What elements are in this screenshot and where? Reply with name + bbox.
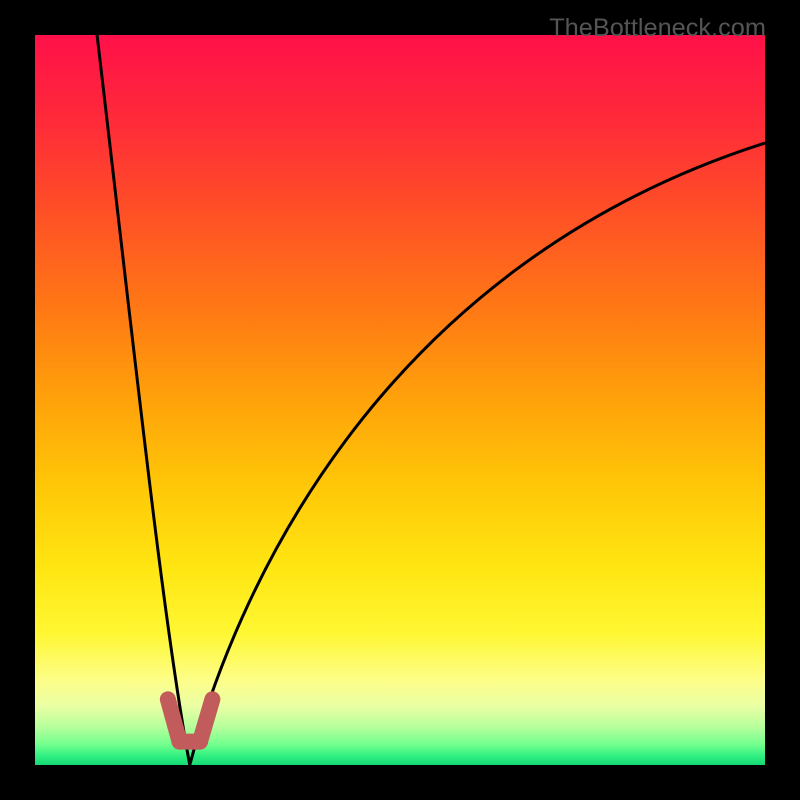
chart-canvas: TheBottleneck.com	[0, 0, 800, 800]
chart-svg	[0, 0, 800, 800]
gradient-plot-area	[35, 35, 765, 765]
